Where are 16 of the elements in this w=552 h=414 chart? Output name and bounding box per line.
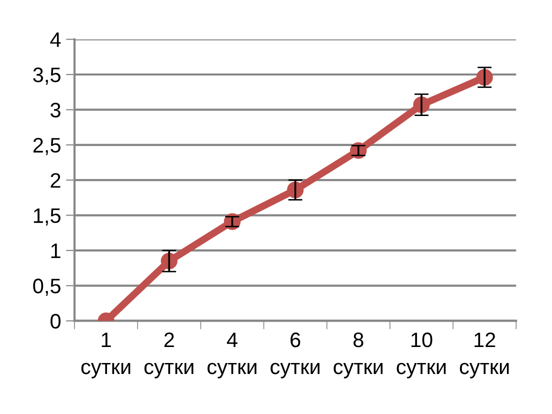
y-tick-label: 3,5 bbox=[33, 68, 60, 85]
y-tick-label: 3 bbox=[50, 102, 60, 118]
x-tick-label: 2 сутки bbox=[144, 332, 194, 378]
y-tick-label: 1 bbox=[51, 244, 60, 258]
x-tick-label: 4 сутки bbox=[208, 332, 256, 378]
x-tick-label: 1 сутки bbox=[81, 332, 130, 378]
y-tick-label: 0,5 bbox=[33, 278, 60, 296]
y-tick-label: 2 bbox=[50, 173, 60, 188]
y-tick-label: 1,5 bbox=[34, 208, 60, 226]
x-tick-label: 8 сутки bbox=[334, 332, 383, 378]
y-tick-label: 2,5 bbox=[33, 138, 60, 156]
x-tick-label: 6 сутки bbox=[270, 332, 320, 378]
x-tick-label: 10 сутки bbox=[396, 332, 446, 378]
x-tick-label: 12 сутки bbox=[460, 332, 509, 378]
y-tick-label: 4 bbox=[50, 32, 61, 47]
y-tick-label: 0 bbox=[50, 314, 61, 329]
